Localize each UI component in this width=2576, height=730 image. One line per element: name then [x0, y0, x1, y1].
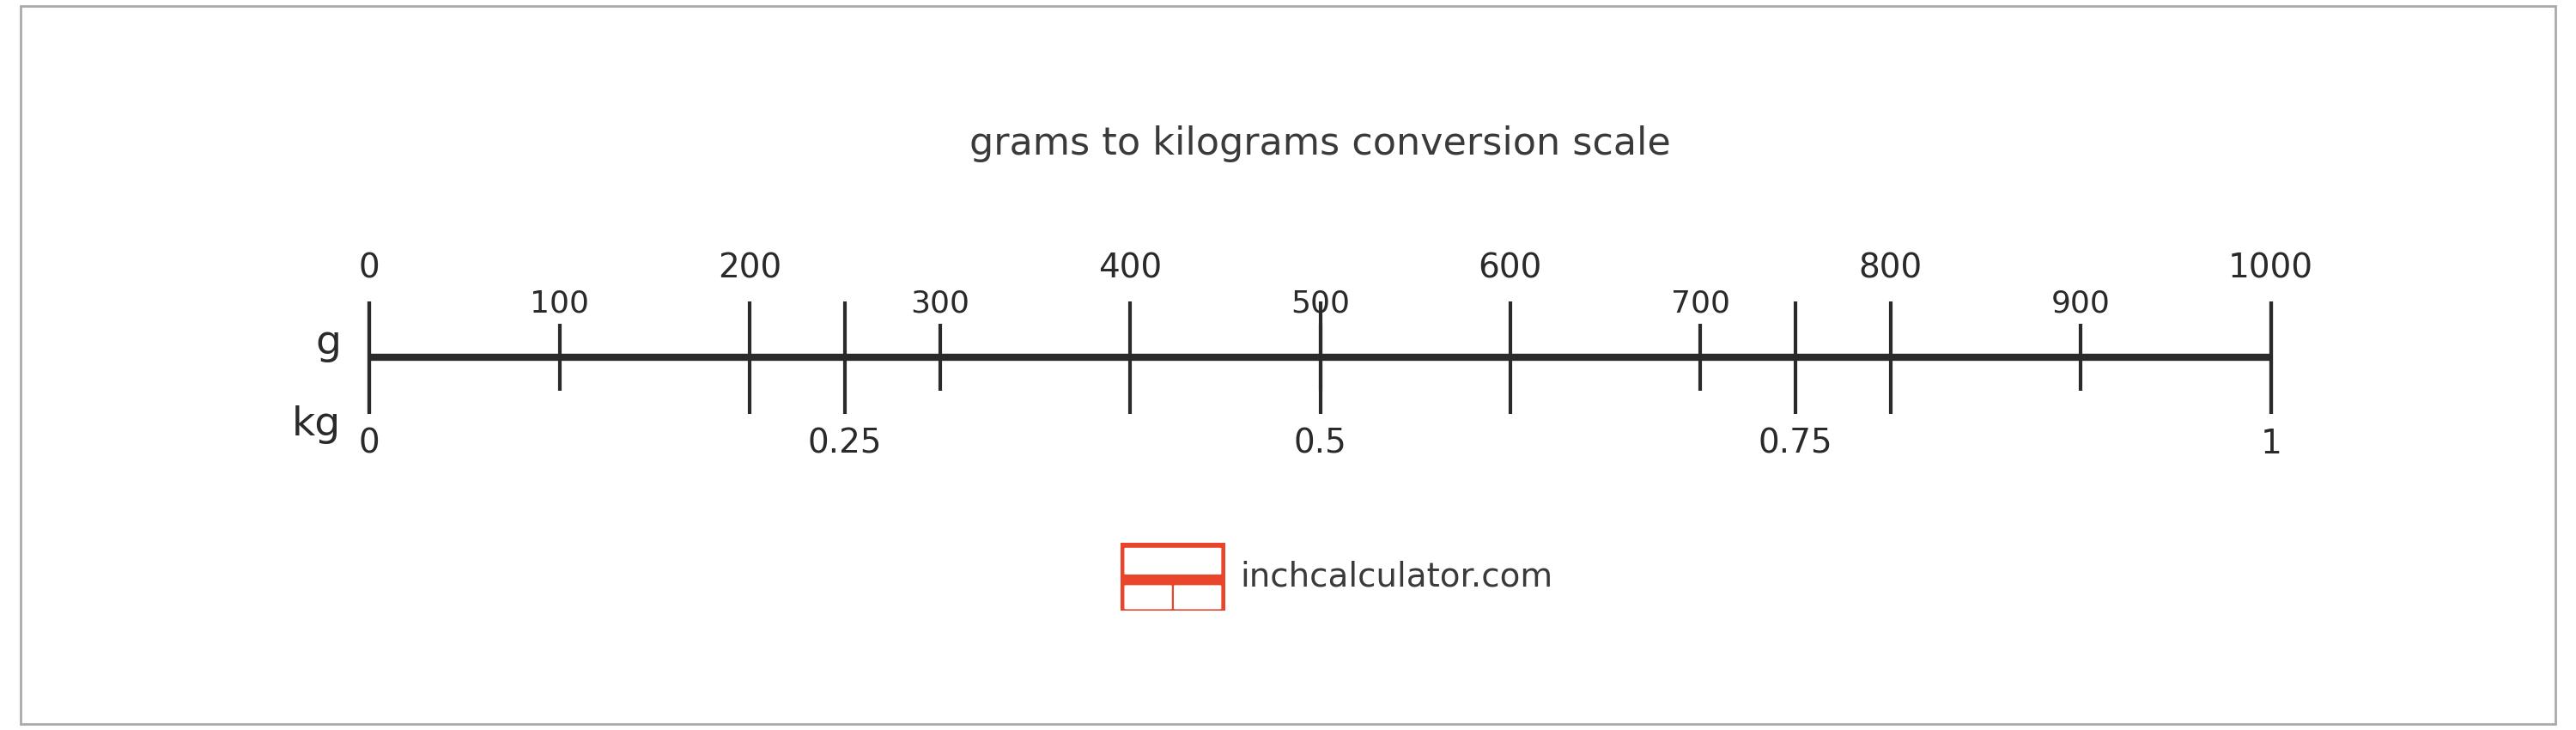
- Text: 900: 900: [2050, 289, 2110, 318]
- Text: inchcalculator.com: inchcalculator.com: [1242, 561, 1553, 593]
- Text: grams to kilograms conversion scale: grams to kilograms conversion scale: [969, 126, 1672, 162]
- Text: 100: 100: [531, 289, 590, 318]
- Text: 0.75: 0.75: [1759, 428, 1832, 461]
- Text: 800: 800: [1860, 252, 1922, 285]
- Bar: [1121, 543, 1226, 610]
- Text: 0: 0: [358, 428, 381, 461]
- Text: 0.5: 0.5: [1293, 428, 1347, 461]
- FancyBboxPatch shape: [1123, 548, 1221, 575]
- Text: 600: 600: [1479, 252, 1543, 285]
- Text: 700: 700: [1672, 289, 1731, 318]
- Text: 500: 500: [1291, 289, 1350, 318]
- Text: 1000: 1000: [2228, 252, 2313, 285]
- FancyBboxPatch shape: [1123, 585, 1172, 610]
- Text: 200: 200: [719, 252, 781, 285]
- Text: 1: 1: [2259, 428, 2282, 461]
- Text: 300: 300: [909, 289, 969, 318]
- Text: 0: 0: [358, 252, 381, 285]
- Text: 400: 400: [1097, 252, 1162, 285]
- Text: g: g: [314, 324, 340, 363]
- Text: kg: kg: [291, 406, 340, 444]
- FancyBboxPatch shape: [1175, 585, 1221, 610]
- Text: 0.25: 0.25: [809, 428, 881, 461]
